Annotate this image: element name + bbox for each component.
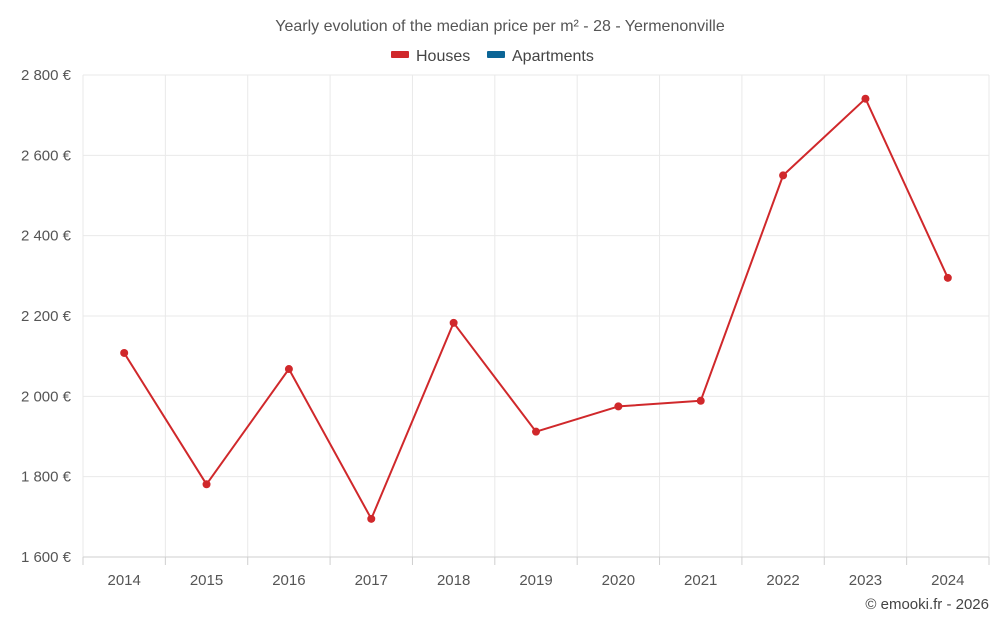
x-tick-label: 2024 bbox=[931, 572, 964, 589]
x-axis-ticks: 2014 2015 2016 2017 2018 2019 2020 2021 2022 2023… bbox=[82, 557, 990, 589]
legend-item-apartments[interactable]: Apartments bbox=[487, 48, 594, 65]
data-point-houses[interactable] bbox=[449, 318, 458, 327]
y-tick-label: 2 200 € bbox=[21, 308, 72, 325]
legend-label-houses: Houses bbox=[416, 48, 470, 65]
y-tick-label: 2 600 € bbox=[21, 147, 72, 164]
legend-swatch-houses bbox=[391, 51, 409, 58]
legend: Houses Apartments bbox=[391, 48, 594, 65]
legend-swatch-apartments bbox=[487, 51, 505, 58]
y-tick-label: 1 800 € bbox=[21, 469, 72, 486]
data-point-houses[interactable] bbox=[614, 402, 623, 411]
data-point-houses[interactable] bbox=[202, 480, 211, 489]
data-point-houses[interactable] bbox=[532, 427, 540, 436]
x-tick-label: 2022 bbox=[766, 572, 799, 589]
x-tick-label: 2014 bbox=[107, 572, 140, 589]
x-tick-label: 2019 bbox=[519, 572, 552, 589]
data-point-houses[interactable] bbox=[943, 273, 952, 282]
x-tick-label: 2017 bbox=[355, 572, 388, 589]
x-tick-label: 2015 bbox=[190, 572, 223, 589]
data-point-houses[interactable] bbox=[861, 94, 870, 103]
data-point-houses[interactable] bbox=[696, 396, 705, 405]
data-point-houses[interactable] bbox=[284, 365, 293, 374]
data-point-houses[interactable] bbox=[367, 514, 376, 523]
y-tick-label: 2 800 € bbox=[21, 67, 72, 84]
x-tick-label: 2018 bbox=[437, 572, 470, 589]
y-tick-label: 2 000 € bbox=[21, 388, 72, 405]
legend-label-apartments: Apartments bbox=[512, 48, 594, 65]
data-point-houses[interactable] bbox=[120, 348, 129, 357]
y-axis-ticks: 1 600 € 1 800 € 2 000 € 2 200 € 2 400 € 2 600… bbox=[21, 67, 72, 566]
series-houses bbox=[120, 94, 952, 523]
data-point-houses[interactable] bbox=[779, 171, 788, 180]
grid bbox=[82, 74, 990, 558]
x-tick-label: 2023 bbox=[849, 572, 882, 589]
y-tick-label: 2 400 € bbox=[21, 228, 72, 245]
y-tick-label: 1 600 € bbox=[21, 549, 72, 566]
x-tick-label: 2016 bbox=[272, 572, 305, 589]
chart-title: Yearly evolution of the median price per… bbox=[275, 18, 725, 35]
credit-text: © emooki.fr - 2026 bbox=[865, 596, 989, 613]
x-tick-label: 2020 bbox=[602, 572, 635, 589]
legend-item-houses[interactable]: Houses bbox=[391, 48, 470, 65]
x-tick-label: 2021 bbox=[684, 572, 717, 589]
